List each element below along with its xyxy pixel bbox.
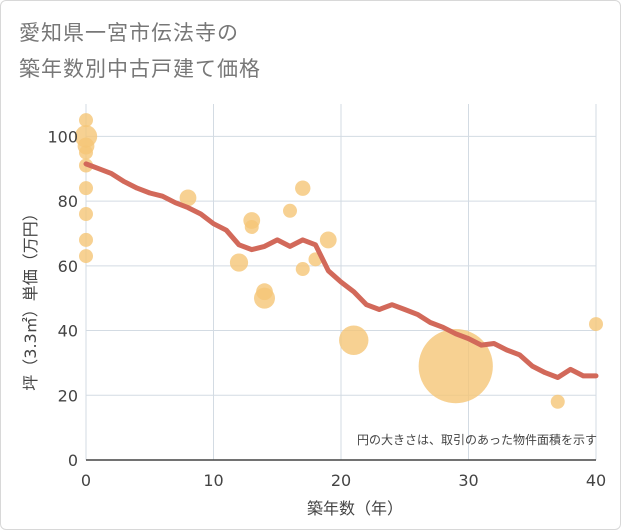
x-tick-label: 0 <box>81 471 91 490</box>
bubble-series <box>74 113 603 409</box>
y-axis-label: 坪（3.3㎡）単価（万円） <box>21 205 40 390</box>
x-tick-label: 30 <box>458 471 478 490</box>
chart-title: 愛知県一宮市伝法寺の 築年数別中古戸建て価格 <box>19 15 599 87</box>
data-point <box>79 113 93 128</box>
bubble-size-note: 円の大きさは、取引のあった物件面積を示す <box>357 432 597 447</box>
data-point <box>589 317 603 332</box>
data-point <box>79 249 93 264</box>
data-point <box>418 329 493 404</box>
data-point <box>550 394 565 409</box>
chart-title-line1: 愛知県一宮市伝法寺の <box>19 21 239 45</box>
x-tick-label: 40 <box>586 471 606 490</box>
data-point <box>295 262 310 277</box>
data-point <box>244 219 259 234</box>
data-point <box>319 231 337 249</box>
data-point <box>79 181 93 196</box>
tick-labels: 0 20 40 60 80 100 0 10 20 30 40 <box>47 127 606 490</box>
data-point <box>79 232 93 247</box>
y-tick-label: 20 <box>58 386 78 405</box>
y-tick-label: 0 <box>68 451 78 470</box>
data-point <box>179 189 197 207</box>
x-tick-label: 10 <box>203 471 223 490</box>
data-point <box>229 253 249 272</box>
data-point <box>79 145 93 160</box>
trend-line <box>83 161 599 380</box>
y-tick-label: 60 <box>58 257 78 276</box>
data-point <box>79 207 93 222</box>
data-point <box>254 287 275 309</box>
x-axis-label: 築年数（年） <box>307 499 403 518</box>
data-point <box>283 203 297 218</box>
y-tick-label: 80 <box>58 192 78 211</box>
x-tick-label: 20 <box>331 471 351 490</box>
y-tick-label: 100 <box>47 127 78 146</box>
data-point <box>295 180 311 196</box>
data-point <box>339 325 369 355</box>
chart-title-line2: 築年数別中古戸建て価格 <box>19 57 261 81</box>
y-tick-label: 40 <box>58 322 78 341</box>
